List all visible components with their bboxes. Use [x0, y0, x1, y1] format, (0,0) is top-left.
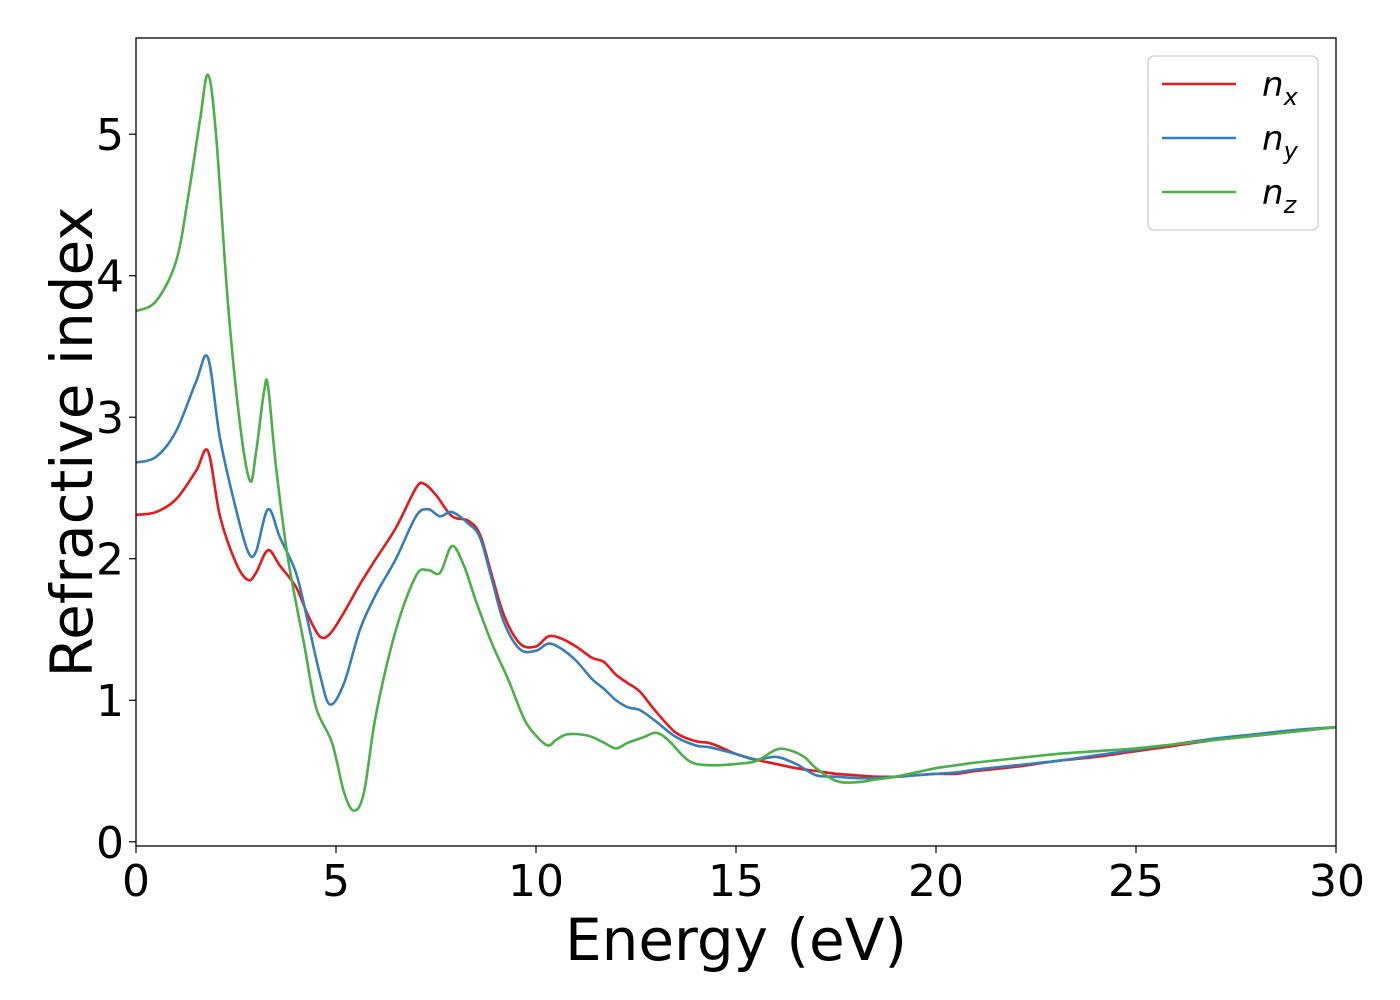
legend: nx ny nz [1147, 55, 1319, 231]
series-lines [136, 73, 1336, 812]
y-tick-label: 4 [96, 252, 124, 303]
x-axis-title: Energy (eV) [565, 906, 907, 974]
y-tick-label: 5 [96, 110, 124, 161]
y-tick-label: 0 [96, 818, 124, 869]
y-axis-ticks: 0 1 2 3 4 5 [96, 110, 136, 869]
x-tick-label: 20 [908, 856, 964, 907]
x-tick-label: 15 [708, 856, 764, 907]
x-axis-ticks: 0 5 10 15 20 25 30 [122, 846, 1365, 907]
series-line-x [136, 448, 1336, 779]
y-axis-title: Refractive index [38, 206, 106, 677]
y-tick-label: 1 [96, 676, 124, 727]
x-tick-label: 30 [1309, 856, 1365, 907]
y-tick-label: 2 [96, 535, 124, 586]
x-tick-label: 25 [1108, 856, 1164, 907]
x-tick-label: 5 [322, 856, 350, 907]
legend-label-x: nx [1262, 65, 1299, 111]
legend-label-z: nz [1262, 173, 1298, 219]
x-tick-label: 10 [508, 856, 564, 907]
series-line-y [136, 354, 1336, 780]
legend-box [1147, 55, 1319, 231]
x-tick-label: 0 [122, 856, 150, 907]
series-line-z [136, 73, 1336, 812]
y-tick-label: 3 [96, 393, 124, 444]
legend-label-y: ny [1262, 119, 1299, 165]
